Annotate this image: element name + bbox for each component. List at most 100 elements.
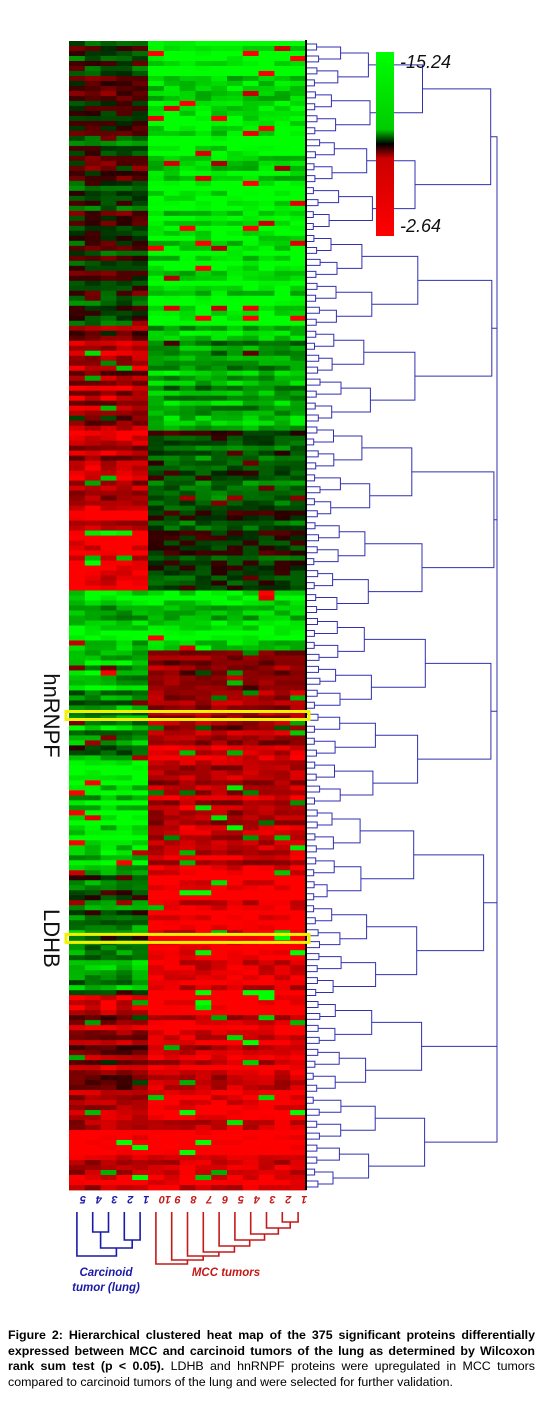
heatmap-cell	[132, 760, 149, 766]
heatmap-cell	[227, 1000, 244, 1006]
heatmap-cell	[148, 335, 165, 342]
heatmap-cell	[227, 890, 244, 896]
heatmap-cell	[69, 725, 86, 731]
heatmap-cell	[290, 925, 307, 931]
heatmap-cell	[179, 835, 196, 841]
heatmap-cell	[163, 395, 180, 402]
heatmap-cell	[84, 830, 101, 836]
heatmap-cell	[179, 975, 196, 981]
heatmap-cell	[211, 625, 228, 631]
heatmap-cell	[227, 1120, 244, 1126]
heatmap-cell	[69, 1180, 86, 1186]
heatmap-cell	[242, 285, 259, 292]
heatmap-cell	[179, 630, 196, 636]
heatmap-cell	[84, 465, 101, 472]
heatmap-cell	[258, 1130, 275, 1136]
heatmap-cell	[274, 545, 291, 551]
heatmap-cell	[290, 95, 307, 102]
heatmap-cell	[100, 735, 117, 741]
heatmap-cell	[179, 185, 196, 192]
heatmap-cell	[274, 46, 291, 52]
heatmap-cell	[84, 255, 101, 262]
heatmap-cell	[274, 1080, 291, 1086]
heatmap-cell	[227, 385, 244, 392]
heatmap-cell	[258, 1100, 275, 1106]
heatmap-cell	[100, 310, 117, 317]
heatmap-cell	[211, 510, 228, 516]
heatmap-cell	[211, 480, 228, 487]
heatmap-cell	[148, 210, 165, 217]
heatmap-cell	[69, 1030, 86, 1036]
heatmap-cell	[242, 75, 259, 82]
heatmap-cell	[290, 455, 307, 462]
heatmap-cell	[69, 65, 86, 72]
heatmap-cell	[290, 970, 307, 976]
heatmap-cell	[179, 225, 196, 232]
heatmap-cell	[242, 85, 259, 92]
heatmap-cell	[258, 790, 275, 796]
heatmap-cell	[148, 910, 165, 916]
heatmap-cell	[211, 640, 228, 646]
dendrogram-branch	[413, 854, 485, 952]
heatmap-cell	[195, 390, 212, 397]
heatmap-cell	[84, 585, 101, 591]
heatmap-cell	[116, 870, 133, 876]
dendrogram-branch	[315, 142, 335, 156]
heatmap-cell	[163, 155, 180, 162]
heatmap-cell	[100, 980, 117, 986]
dendrogram-branch	[364, 543, 423, 593]
heatmap-cell	[100, 305, 117, 312]
heatmap-cell	[227, 795, 244, 801]
heatmap-cell	[69, 185, 86, 192]
heatmap-cell	[148, 475, 165, 482]
heatmap-cell	[274, 400, 291, 407]
heatmap-cell	[100, 255, 117, 262]
heatmap-cell	[290, 550, 307, 556]
heatmap-cell	[195, 80, 212, 87]
heatmap-cell	[195, 385, 212, 392]
heatmap-cell	[148, 1025, 165, 1031]
heatmap-cell	[100, 240, 117, 247]
heatmap-cell	[69, 355, 86, 362]
heatmap-cell	[148, 435, 165, 442]
heatmap-cell	[116, 270, 133, 277]
heatmap-cell	[290, 655, 307, 661]
heatmap-cell	[84, 350, 101, 357]
heatmap-cell	[163, 1055, 180, 1061]
heatmap-cell	[227, 225, 244, 232]
heatmap-cell	[163, 535, 180, 541]
heatmap-cell	[211, 255, 228, 262]
heatmap-cell	[242, 600, 259, 606]
heatmap-cell	[195, 1090, 212, 1096]
dendrogram-branch	[307, 1168, 316, 1176]
heatmap-cell	[242, 880, 259, 886]
heatmap-cell	[132, 525, 149, 531]
dendrogram-branch	[307, 402, 316, 410]
heatmap-cell	[179, 1075, 196, 1081]
heatmap-cell	[179, 950, 196, 956]
heatmap-cell	[148, 220, 165, 227]
heatmap-cell	[195, 775, 212, 781]
heatmap-cell	[100, 395, 117, 402]
sample-label-mcc-5: 5	[237, 1193, 244, 1205]
heatmap-cell	[179, 605, 196, 611]
heatmap-cell	[69, 335, 86, 342]
heatmap-cell	[132, 300, 149, 307]
heatmap-cell	[116, 340, 133, 347]
dendrogram-branch	[307, 558, 315, 566]
heatmap-cell	[227, 485, 244, 492]
heatmap-cell	[195, 410, 212, 417]
heatmap-cell	[274, 135, 291, 142]
heatmap-cell	[100, 365, 117, 372]
heatmap-cell	[274, 985, 291, 991]
heatmap-cell	[290, 880, 307, 886]
heatmap-cell	[242, 1075, 259, 1081]
heatmap-cell	[163, 1095, 180, 1101]
heatmap-cell	[163, 820, 180, 826]
heatmap-cell	[132, 170, 149, 177]
heatmap-cell	[290, 120, 307, 127]
heatmap-cell	[116, 1025, 133, 1031]
heatmap-cell	[148, 700, 165, 706]
heatmap-cell	[116, 285, 133, 292]
heatmap-cell	[116, 770, 133, 776]
